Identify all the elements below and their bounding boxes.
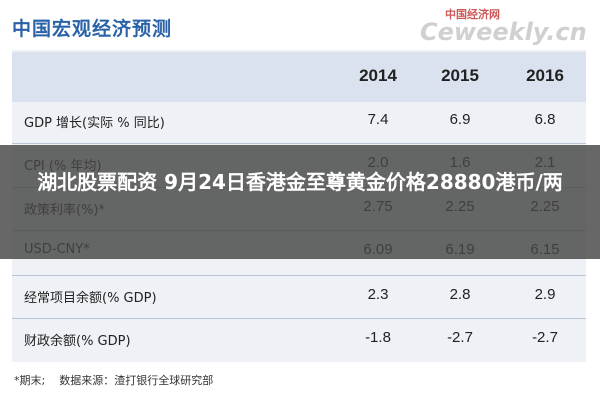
logo: Ceweekly.cn bbox=[420, 18, 587, 46]
row-label: GDP 增长(实际 % 同比) bbox=[24, 116, 165, 131]
header-row bbox=[12, 52, 586, 102]
footnote: *期末; 数据来源：渣打银行全球研究部 bbox=[14, 374, 214, 387]
cell: 7.4 bbox=[367, 111, 389, 128]
cell: 2.8 bbox=[449, 286, 471, 303]
cell: -2.7 bbox=[532, 329, 558, 346]
column-header: 2014 bbox=[359, 66, 397, 85]
cell: -2.7 bbox=[447, 329, 473, 346]
row-label: 财政余额(% GDP) bbox=[24, 334, 131, 349]
logo-text: 中国经济网 bbox=[445, 8, 500, 21]
cell: 6.9 bbox=[449, 111, 471, 128]
cell: 6.8 bbox=[534, 111, 556, 128]
banner bbox=[0, 145, 600, 259]
cell: 2.9 bbox=[534, 286, 556, 303]
banner-text: 湖北股票配资 9月24日香港金至尊黄金价格28880港币/两 bbox=[37, 170, 563, 194]
cell: 2.3 bbox=[367, 286, 389, 303]
row-divider bbox=[12, 275, 586, 276]
row-divider bbox=[12, 318, 586, 319]
column-header: 2015 bbox=[441, 66, 479, 85]
column-header: 2016 bbox=[526, 66, 564, 85]
title: 中国宏观经济预测 bbox=[12, 18, 173, 40]
row-label: 经常项目余额(% GDP) bbox=[24, 291, 157, 306]
cell: -1.8 bbox=[365, 329, 391, 346]
row-divider bbox=[12, 143, 586, 144]
